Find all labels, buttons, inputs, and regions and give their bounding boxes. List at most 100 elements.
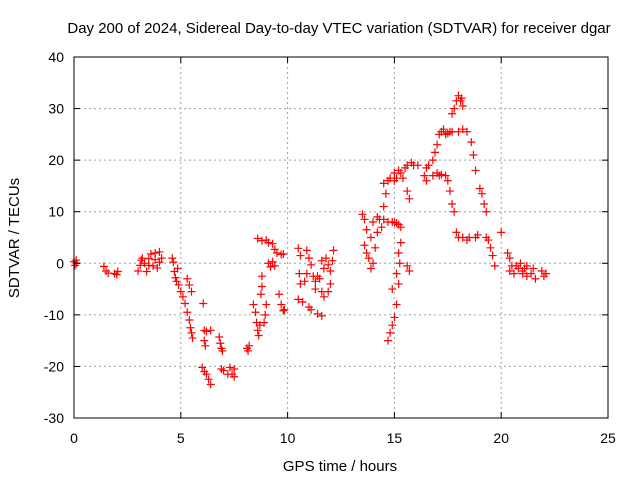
data-point <box>369 259 378 268</box>
data-point <box>185 316 194 325</box>
data-point <box>256 290 265 299</box>
data-point <box>174 280 183 289</box>
data-point <box>153 263 162 272</box>
data-point <box>277 300 286 309</box>
data-point <box>185 280 194 289</box>
data-point <box>313 309 322 318</box>
data-point <box>302 246 311 255</box>
data-point <box>396 238 405 247</box>
data-point <box>488 251 497 260</box>
data-point <box>151 248 160 257</box>
data-point <box>311 285 320 294</box>
data-point <box>324 260 333 269</box>
data-point <box>268 257 277 266</box>
data-point <box>149 261 158 270</box>
y-tick-label: -30 <box>44 410 64 426</box>
chart-title: Day 200 of 2024, Sidereal Day-to-day VTE… <box>67 20 610 37</box>
data-point <box>176 287 185 296</box>
data-point <box>527 269 536 278</box>
data-point <box>199 299 208 308</box>
data-point <box>200 336 209 345</box>
data-point <box>437 170 446 179</box>
data-point <box>201 341 210 350</box>
data-point <box>452 228 461 237</box>
data-point <box>480 199 489 208</box>
data-point <box>262 300 271 309</box>
data-point <box>366 264 375 273</box>
data-point <box>249 300 258 309</box>
data-point <box>522 272 531 281</box>
data-point <box>381 189 390 198</box>
y-tick-label: 0 <box>56 255 64 271</box>
data-point <box>302 269 311 278</box>
data-point <box>394 248 403 257</box>
data-point <box>473 230 482 239</box>
data-point <box>296 279 305 288</box>
data-point <box>151 255 160 264</box>
data-point <box>257 282 266 291</box>
data-point <box>458 101 467 110</box>
x-tick-label: 15 <box>387 430 403 446</box>
data-point <box>266 262 275 271</box>
data-point <box>113 267 122 276</box>
data-point <box>268 239 277 248</box>
data-point <box>202 327 211 336</box>
data-point <box>486 243 495 252</box>
data-point <box>307 305 316 314</box>
data-point <box>294 295 303 304</box>
data-point <box>317 311 326 320</box>
data-point <box>300 277 309 286</box>
data-point <box>134 267 143 276</box>
y-tick-labels: -30 -20 -10 0 10 20 30 40 <box>44 49 64 426</box>
data-point <box>173 264 182 273</box>
data-point <box>155 247 164 256</box>
data-point <box>366 233 375 242</box>
data-point <box>505 254 514 263</box>
data-point <box>315 274 324 283</box>
data-point <box>482 207 491 216</box>
data-point <box>304 254 313 263</box>
data-point <box>206 380 215 389</box>
data-point <box>424 161 433 170</box>
data-point <box>362 248 371 257</box>
data-point <box>503 248 512 257</box>
data-point <box>261 310 270 319</box>
data-point <box>395 259 404 268</box>
data-point <box>364 254 373 263</box>
data-point <box>181 299 190 308</box>
data-point <box>522 261 531 270</box>
data-point <box>379 215 388 224</box>
y-tick-label: -20 <box>44 358 64 374</box>
data-point <box>324 287 333 296</box>
data-point <box>458 125 467 134</box>
data-point <box>146 250 155 259</box>
data-point <box>420 171 429 180</box>
data-point <box>140 259 149 268</box>
data-point <box>187 287 196 296</box>
data-point <box>272 248 281 257</box>
data-point <box>443 129 452 138</box>
data-point <box>317 256 326 265</box>
data-point <box>386 328 395 337</box>
x-tick-label: 10 <box>280 430 296 446</box>
data-point <box>505 267 514 276</box>
y-tick-label: 10 <box>48 204 64 220</box>
data-point <box>264 238 273 247</box>
data-point <box>218 346 227 355</box>
data-point <box>257 272 266 281</box>
data-point <box>469 150 478 159</box>
x-axis-title: GPS time / hours <box>283 458 397 475</box>
data-point <box>457 94 466 103</box>
data-point <box>253 326 262 335</box>
data-point <box>477 189 486 198</box>
data-point <box>428 156 437 165</box>
data-point <box>298 297 307 306</box>
data-point <box>392 269 401 278</box>
data-point <box>136 261 145 270</box>
data-point <box>518 269 527 278</box>
data-point <box>279 306 288 315</box>
data-point <box>311 277 320 286</box>
data-point <box>168 254 177 263</box>
x-tick-label: 0 <box>70 430 78 446</box>
